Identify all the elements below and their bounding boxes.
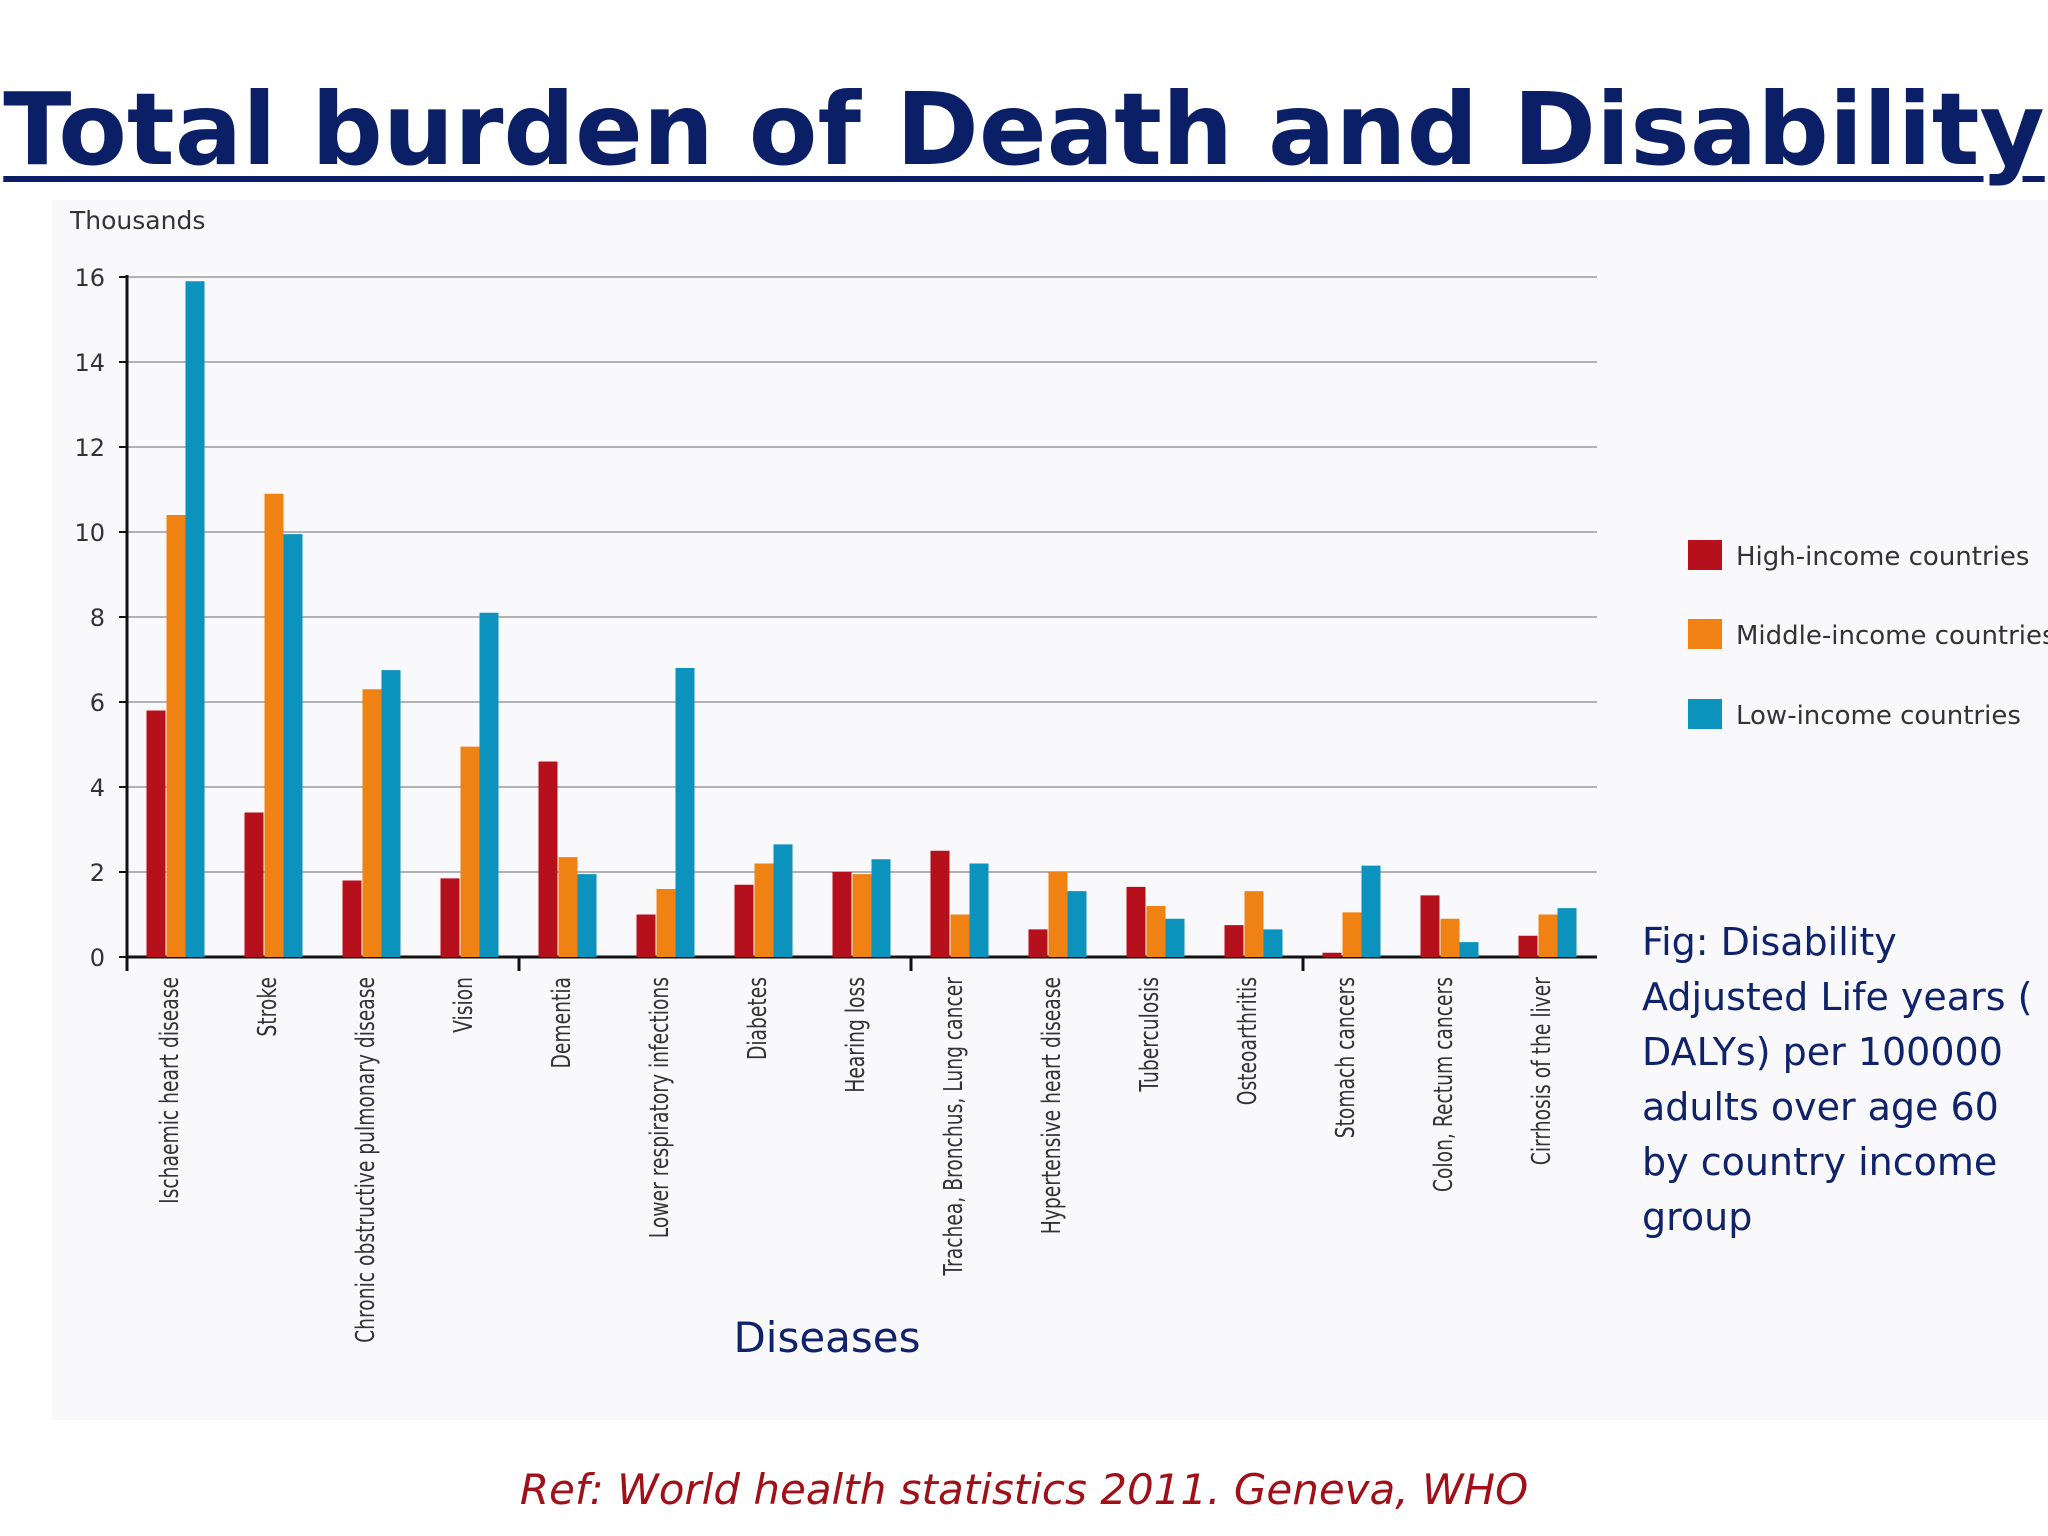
bar-high: [244, 812, 264, 957]
bar-high: [734, 884, 754, 957]
bar-chart: 0 2 4 6 8 10 12 14 16 Thousands DALY Ischaemic hear…: [52, 206, 2048, 1362]
bar-low: [185, 281, 205, 957]
y-tick-label: 4: [90, 774, 105, 802]
bar-middle: [950, 914, 970, 957]
bar-high: [1028, 929, 1048, 957]
y-tick-label: 2: [90, 859, 105, 887]
bar-middle: [852, 874, 872, 957]
x-tick-label: Vision: [449, 977, 479, 1033]
x-tick-label: Stomach cancers: [1331, 977, 1361, 1138]
bar-middle: [1146, 906, 1166, 957]
bar-high: [342, 880, 362, 957]
y-tick-label: 14: [74, 349, 105, 377]
x-tick-label: Hypertensive heart disease: [1037, 977, 1067, 1234]
bar-middle: [264, 493, 284, 957]
reference-text: Ref: World health statistics 2011. Genev…: [519, 1465, 1529, 1514]
bar-low: [381, 670, 401, 957]
x-tick-label: Hearing loss: [841, 977, 871, 1093]
bar-low: [479, 612, 499, 957]
slide-title-text: Total burden of Death and Disability: [3, 71, 2045, 188]
bar-high: [1224, 925, 1244, 957]
x-tick-label: Chronic obstructive pulmonary disease: [351, 977, 381, 1343]
y-axis-label: DALY: [52, 608, 53, 698]
bar-high: [1322, 952, 1342, 957]
bar-high: [538, 761, 558, 957]
bar-middle: [558, 857, 578, 957]
bar-middle: [1244, 891, 1264, 957]
bar-low: [1459, 942, 1479, 957]
bar-middle: [1440, 918, 1460, 957]
bar-high: [146, 710, 166, 957]
bar-middle: [1048, 872, 1068, 957]
y-tick-label: 0: [90, 944, 105, 972]
x-tick-label: Dementia: [547, 977, 577, 1069]
bar-middle: [754, 863, 774, 957]
bar-low: [1263, 929, 1283, 957]
legend-swatch: [1688, 540, 1722, 570]
bar-middle: [362, 689, 382, 957]
y-tick-label: 8: [90, 604, 105, 632]
chart-area: 0 2 4 6 8 10 12 14 16 Thousands DALY Ischaemic hear…: [52, 200, 2048, 1420]
figure-caption: Fig: Disability Adjusted Life years ( DA…: [1642, 920, 2033, 1239]
bar-low: [1557, 908, 1577, 957]
legend-swatch: [1688, 619, 1722, 649]
bar-high: [1518, 935, 1538, 957]
y-tick-label: 10: [74, 519, 105, 547]
bar-high: [832, 872, 852, 957]
slide-title: Total burden of Death and Disability: [0, 70, 2048, 190]
bar-low: [773, 844, 793, 957]
legend-label: Middle-income countries: [1736, 621, 2048, 651]
x-tick-label: Stroke: [253, 977, 283, 1037]
x-tick-label: Lower respiratory infections: [645, 977, 675, 1238]
bar-high: [930, 850, 950, 957]
x-tick-label: Ischaemic heart disease: [155, 977, 185, 1204]
bar-middle: [1342, 912, 1362, 957]
x-tick-label: Osteoarthritis: [1233, 977, 1263, 1105]
x-tick-label: Cirrhosis of the liver: [1527, 976, 1557, 1165]
bar-high: [636, 914, 656, 957]
bar-middle: [1538, 914, 1558, 957]
bar-low: [1165, 918, 1185, 957]
bar-middle: [166, 515, 186, 957]
bar-low: [675, 668, 695, 957]
y-tick-label: 12: [74, 434, 105, 462]
bar-low: [871, 859, 891, 957]
bar-high: [440, 878, 460, 957]
x-tick-label: Diabetes: [743, 977, 773, 1060]
bar-middle: [460, 746, 480, 957]
x-tick-label: Tuberculosis: [1135, 977, 1165, 1092]
y-tick-label: 16: [74, 264, 105, 292]
bar-low: [969, 863, 989, 957]
x-axis-label: Diseases: [733, 1313, 920, 1362]
bar-middle: [656, 889, 676, 957]
x-tick-label: Colon, Rectum cancers: [1429, 977, 1459, 1192]
x-tick-label: Trachea, Bronchus, Lung cancer: [939, 976, 969, 1276]
y-unit-label: Thousands: [69, 206, 205, 235]
legend-swatch: [1688, 699, 1722, 729]
bar-low: [1067, 891, 1087, 957]
bar-low: [1361, 865, 1381, 957]
bar-low: [283, 534, 303, 957]
bar-high: [1420, 895, 1440, 957]
bar-high: [1126, 886, 1146, 957]
legend-label: High-income countries: [1736, 542, 2029, 572]
legend-label: Low-income countries: [1736, 701, 2021, 731]
bar-low: [577, 874, 597, 957]
y-tick-label: 6: [90, 689, 105, 717]
